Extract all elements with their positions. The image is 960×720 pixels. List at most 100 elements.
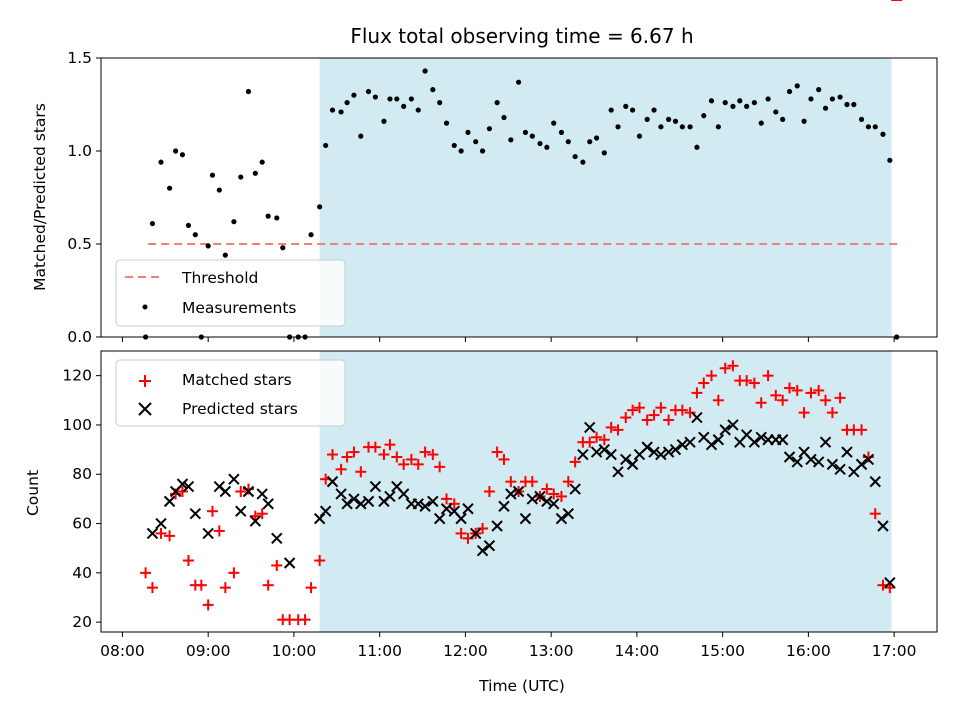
- predicted-mark-b: [877, 520, 889, 532]
- predicted-star-point: [512, 485, 525, 498]
- predicted-mark-b: [355, 498, 367, 510]
- predicted-star-point: [427, 495, 439, 508]
- measurement-point: [730, 103, 736, 109]
- predicted-star-point: [369, 480, 382, 493]
- measurement-point: [765, 96, 771, 102]
- measurement-point: [479, 148, 486, 154]
- measurement-point: [715, 124, 721, 130]
- predicted-mark-b: [584, 421, 596, 434]
- predicted-star-point: [419, 500, 431, 512]
- measurement-point: [274, 215, 280, 221]
- matched-star-point: [805, 387, 817, 399]
- measurement-point: [808, 96, 814, 102]
- bottom-y-tick-label: 100: [62, 416, 92, 434]
- top-y-tick-label: 1.0: [67, 142, 92, 160]
- measurement-point: [529, 133, 535, 139]
- measurement-point: [679, 124, 685, 130]
- measurement-point: [872, 124, 878, 130]
- matched-star-point: [648, 409, 660, 421]
- predicted-star-point: [626, 458, 639, 471]
- measurement-point: [231, 219, 237, 225]
- predicted-star-point: [791, 456, 803, 468]
- predicted-star-point: [256, 488, 268, 500]
- matched-star-point: [591, 431, 603, 443]
- measurement-point: [522, 129, 529, 135]
- matched-star-point: [176, 486, 188, 497]
- predicted-mark-b: [577, 448, 589, 461]
- predicted-mark-b: [534, 490, 546, 503]
- matched-star-point: [834, 392, 846, 404]
- predicted-mark-b: [469, 527, 482, 540]
- matched-star-point: [398, 458, 410, 470]
- predicted-mark-b: [834, 463, 846, 476]
- predicted-mark-b: [826, 458, 839, 471]
- predicted-mark-b: [369, 480, 382, 493]
- matched-star-point: [727, 360, 739, 372]
- measurement-point: [587, 139, 593, 145]
- matched-star-point: [791, 384, 803, 396]
- measurement-point: [837, 94, 843, 100]
- measurement-point: [372, 94, 378, 100]
- predicted-mark-b: [862, 453, 875, 466]
- top-legend-box: [115, 259, 346, 327]
- predicted-mark-b: [176, 478, 189, 490]
- predicted-mark-b: [498, 500, 510, 512]
- predicted-mark-b: [219, 485, 232, 498]
- matched-star-point: [441, 493, 453, 505]
- predicted-star-point: [562, 507, 575, 520]
- predicted-mark-b: [391, 480, 403, 493]
- predicted-star-point: [176, 478, 189, 490]
- matched-star-point: [299, 614, 311, 626]
- x-tick-label: 15:00: [700, 642, 745, 660]
- predicted-star-point: [669, 443, 682, 456]
- legend-matched-swatch: [139, 375, 151, 387]
- bottom-marks: [140, 0, 903, 626]
- measurement-point: [565, 139, 571, 145]
- predicted-mark-b: [691, 411, 703, 424]
- measurement-point: [593, 135, 600, 141]
- predicted-mark-b: [189, 507, 202, 520]
- bottom-panel: 08:00 09:00 10:00 11:00 12:00 13:00 14:00 15:00…: [24, 0, 938, 695]
- matched-star-point: [256, 508, 268, 520]
- predicted-mark-b: [335, 488, 347, 500]
- top-shaded-span: [319, 58, 892, 337]
- measurement-point: [259, 159, 265, 165]
- measurement-point: [338, 109, 344, 115]
- predicted-star-point: [783, 451, 796, 463]
- matched-star-point: [655, 402, 667, 414]
- matched-star-point: [584, 436, 596, 448]
- matched-star-point: [770, 389, 782, 401]
- predicted-mark-b: [384, 490, 396, 503]
- matched-star-point: [271, 559, 283, 571]
- matched-star-point: [206, 505, 218, 517]
- predicted-star-point: [249, 515, 262, 527]
- measurement-point: [786, 88, 793, 95]
- matched-star-point: [427, 449, 439, 461]
- measurement-point: [858, 116, 865, 122]
- predicted-star-point: [326, 475, 339, 488]
- predicted-mark-b: [491, 520, 503, 532]
- predicted-mark-b: [262, 498, 274, 510]
- measurement-point: [636, 133, 643, 139]
- measurement-point: [245, 88, 252, 95]
- matched-star-point: [155, 527, 167, 539]
- matched-star-point: [505, 476, 517, 488]
- predicted-mark-b: [855, 458, 868, 471]
- predicted-star-point: [476, 544, 489, 557]
- predicted-star-point: [534, 490, 546, 503]
- predicted-mark-b: [427, 495, 439, 508]
- matched-star-point: [235, 486, 247, 497]
- predicted-mark-b: [455, 512, 467, 525]
- predicted-mark-b: [228, 473, 240, 485]
- matched-star-point: [219, 582, 231, 594]
- measurement-point: [608, 107, 614, 113]
- matched-star-point: [202, 599, 214, 611]
- measurement-point: [551, 120, 557, 126]
- x-tick-label: 09:00: [186, 642, 231, 660]
- measurement-point: [222, 252, 228, 258]
- bottom-y-tick-label: 60: [72, 515, 92, 533]
- predicted-star-point: [712, 434, 725, 446]
- matched-star-point: [434, 461, 446, 473]
- matched-star-point: [569, 456, 581, 468]
- matched-star-point: [391, 451, 403, 463]
